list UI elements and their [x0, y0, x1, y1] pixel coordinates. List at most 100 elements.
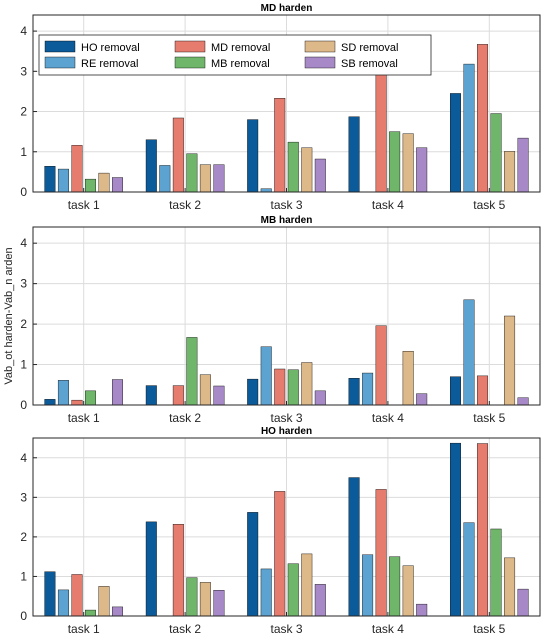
- bar: [477, 375, 489, 406]
- y-tick-label: 2: [20, 105, 27, 119]
- y-tick-label: 1: [20, 145, 27, 159]
- x-tick-label: task 3: [270, 411, 302, 425]
- legend-swatch: [174, 40, 206, 53]
- legend-item: MB removal: [174, 56, 270, 70]
- legend-label: SB removal: [341, 58, 398, 70]
- x-tick-label: task 5: [473, 411, 505, 425]
- x-tick-label: task 5: [473, 198, 505, 212]
- legend-swatch: [174, 56, 206, 69]
- legend-swatch: [44, 56, 76, 69]
- legend-item: RE removal: [44, 56, 138, 70]
- legend-item: HO removal: [44, 40, 140, 54]
- bar: [504, 151, 516, 193]
- y-tick-label: 2: [20, 317, 27, 331]
- bar: [112, 606, 123, 617]
- x-tick-label: task 3: [270, 198, 302, 212]
- bar: [213, 164, 225, 193]
- legend-swatch: [304, 56, 336, 69]
- bar: [416, 393, 428, 406]
- bar: [71, 399, 83, 406]
- legend-item: SB removal: [304, 56, 398, 70]
- y-tick-label: 4: [20, 236, 27, 250]
- bar: [57, 589, 69, 617]
- bar: [98, 172, 110, 193]
- bar: [274, 368, 286, 406]
- y-tick-label: 0: [20, 609, 27, 623]
- bar: [287, 141, 299, 193]
- chart-panel-1: 0 1 2 3 4 task 1 task 2 task 3 task 4 task 5 MD ha…: [20, 3, 541, 212]
- bar: [44, 399, 56, 406]
- chart-title: MB harden: [261, 215, 313, 226]
- bar: [274, 491, 286, 617]
- bar: [287, 563, 299, 617]
- bar: [375, 489, 387, 617]
- y-tick-label: 3: [20, 490, 27, 504]
- bar: [145, 385, 157, 406]
- x-tick-label: task 2: [169, 622, 201, 636]
- bar: [402, 133, 414, 193]
- chart-title: HO harden: [261, 426, 312, 437]
- y-tick-label: 0: [20, 185, 27, 199]
- bar: [389, 556, 401, 617]
- bar: [172, 524, 184, 617]
- bar: [247, 512, 259, 617]
- bar: [314, 158, 326, 193]
- bar: [172, 385, 184, 406]
- bar: [450, 93, 461, 193]
- bar: [213, 385, 225, 406]
- y-tick-label: 1: [20, 358, 27, 372]
- bar: [145, 139, 157, 193]
- bar: [213, 590, 225, 617]
- x-tick-label: task 2: [169, 198, 201, 212]
- bar: [301, 553, 313, 617]
- x-tick-label: task 4: [372, 411, 404, 425]
- bar: [112, 379, 123, 406]
- legend-item: SD removal: [304, 40, 398, 54]
- bar: [416, 603, 428, 617]
- bar: [490, 528, 502, 617]
- bar: [247, 119, 259, 193]
- bar: [57, 380, 69, 406]
- bar: [301, 362, 313, 406]
- bar: [416, 147, 428, 193]
- y-tick-label: 1: [20, 569, 27, 583]
- legend-item: MD removal: [174, 40, 270, 54]
- bar: [402, 350, 414, 406]
- bar: [172, 117, 184, 193]
- bar: [57, 168, 69, 193]
- legend-box: [38, 34, 432, 76]
- chart-panel-3: 0 1 2 3 4 task 1 task 2 task 3 task 4 task 5 HO ha…: [20, 426, 541, 636]
- bar: [260, 346, 272, 406]
- bar: [186, 577, 198, 617]
- x-tick-label: task 1: [68, 622, 100, 636]
- bar: [463, 299, 475, 406]
- bar: [490, 113, 502, 193]
- y-tick-label: 3: [20, 277, 27, 291]
- chart-title: MD harden: [261, 3, 313, 14]
- bar: [504, 557, 516, 617]
- bar: [348, 378, 360, 406]
- bar: [287, 369, 299, 406]
- y-tick-label: 0: [20, 398, 27, 412]
- legend-swatch: [304, 40, 336, 53]
- bar: [260, 568, 272, 617]
- x-tick-label: task 1: [68, 198, 100, 212]
- bar: [247, 378, 259, 406]
- bar: [362, 372, 374, 406]
- bar: [199, 582, 211, 617]
- legend: HO removal RE removal MD removal MB removal…: [38, 34, 432, 76]
- bar: [145, 521, 157, 617]
- legend-label: HO removal: [81, 42, 140, 54]
- bar: [477, 443, 489, 617]
- bar: [348, 116, 360, 193]
- y-axis-label: Vab_ot harden-Vab_n arden: [3, 247, 15, 384]
- legend-swatch: [44, 40, 76, 53]
- legend-label: MD removal: [211, 42, 270, 54]
- axes-frame: [32, 14, 541, 193]
- bar: [517, 397, 529, 406]
- bar: [199, 164, 211, 193]
- bar: [375, 73, 387, 193]
- bar: [71, 145, 83, 193]
- bar: [450, 442, 461, 617]
- axes-frame: [32, 226, 541, 406]
